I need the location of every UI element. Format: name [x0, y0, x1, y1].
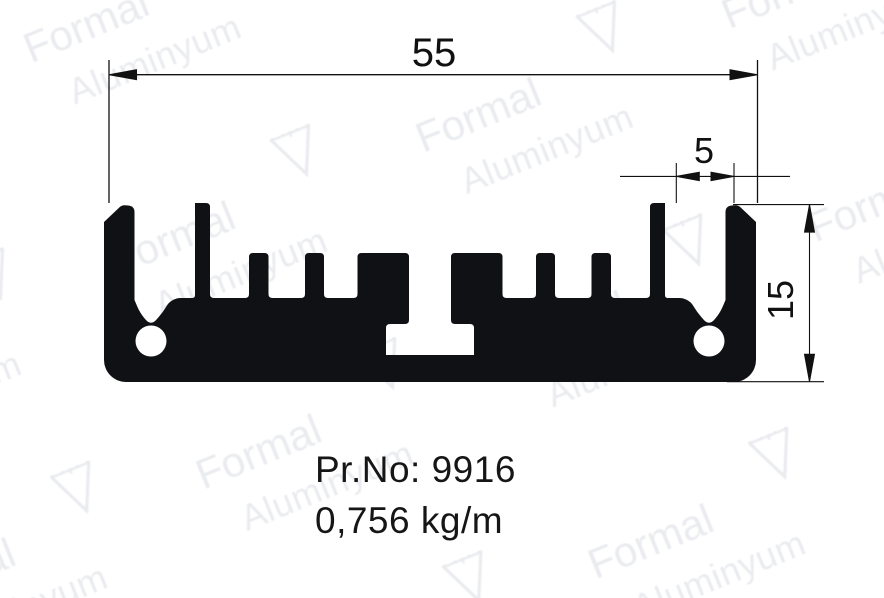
- svg-text:55: 55: [412, 31, 457, 75]
- svg-text:5: 5: [694, 130, 714, 171]
- svg-text:Pr.No: 9916: Pr.No: 9916: [315, 449, 516, 490]
- svg-text:15: 15: [760, 280, 801, 320]
- svg-text:0,756 kg/m: 0,756 kg/m: [315, 500, 503, 541]
